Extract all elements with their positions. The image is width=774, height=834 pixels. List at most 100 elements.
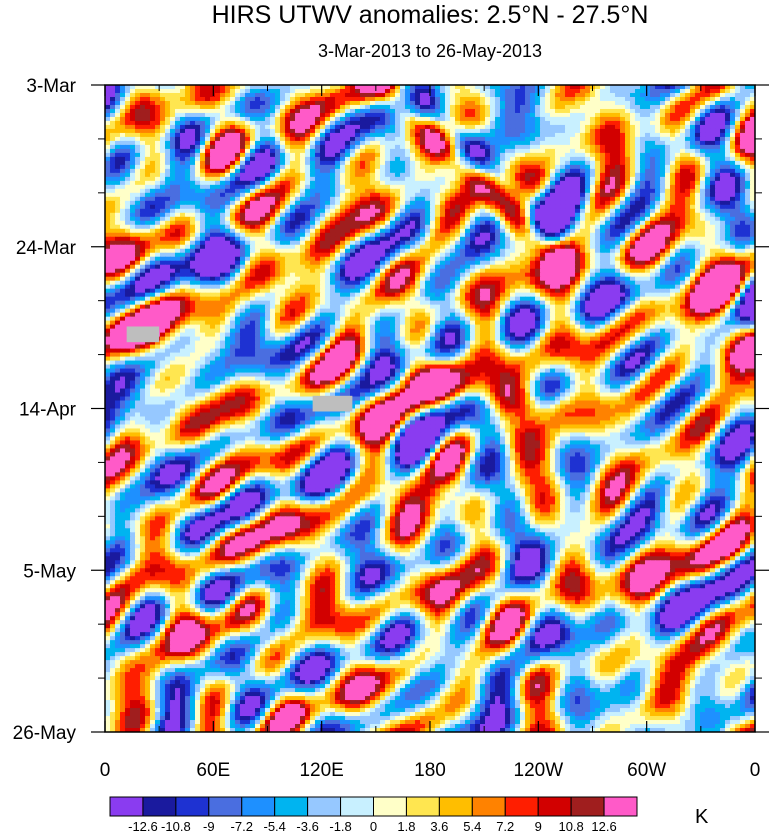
field-cell [620, 185, 626, 190]
field-cell [350, 153, 356, 158]
field-cell [340, 201, 346, 206]
field-cell [470, 233, 476, 238]
field-cell [270, 169, 276, 174]
field-cell [360, 185, 366, 190]
field-cell [270, 89, 276, 94]
field-cell [500, 225, 506, 230]
field-cell [470, 177, 476, 182]
field-cell [565, 157, 571, 162]
field-cell [555, 213, 561, 218]
field-cell [530, 189, 536, 194]
field-cell [500, 145, 506, 150]
field-cell [420, 89, 426, 94]
field-cell [355, 169, 361, 174]
field-cell [720, 153, 726, 158]
field-cell [495, 141, 501, 146]
field-cell [215, 193, 221, 198]
field-cell [355, 205, 361, 210]
field-cell [385, 117, 391, 122]
field-cell [410, 105, 416, 110]
field-cell [555, 117, 561, 122]
field-cell [295, 217, 301, 222]
field-cell [745, 213, 751, 218]
field-cell [410, 129, 416, 134]
field-cell [550, 181, 556, 186]
field-cell [380, 221, 386, 226]
field-cell [205, 129, 211, 134]
field-cell [110, 125, 116, 130]
field-cell [580, 109, 586, 114]
field-cell [600, 121, 606, 126]
field-cell [600, 113, 606, 118]
field-cell [115, 93, 121, 98]
field-cell [650, 189, 656, 194]
field-cell [325, 133, 331, 138]
field-cell [580, 113, 586, 118]
field-cell [400, 141, 406, 146]
field-cell [710, 205, 716, 210]
field-cell [290, 229, 296, 234]
field-cell [320, 209, 326, 214]
field-cell [730, 201, 736, 206]
field-cell [195, 129, 201, 134]
field-cell [605, 97, 611, 102]
field-cell [615, 93, 621, 98]
field-cell [550, 209, 556, 214]
field-cell [180, 137, 186, 142]
field-cell [710, 189, 716, 194]
field-cell [515, 133, 521, 138]
field-cell [425, 133, 431, 138]
field-cell [465, 109, 471, 114]
field-cell [295, 181, 301, 186]
field-cell [695, 233, 701, 238]
field-cell [665, 97, 671, 102]
field-cell [580, 93, 586, 98]
field-cell [545, 197, 551, 202]
field-cell [255, 197, 261, 202]
field-cell [385, 201, 391, 206]
field-cell [450, 161, 456, 166]
field-cell [115, 209, 121, 214]
field-cell [350, 229, 356, 234]
field-cell [705, 229, 711, 234]
field-cell [115, 173, 121, 178]
field-cell [435, 169, 441, 174]
field-cell [130, 181, 136, 186]
field-cell [735, 209, 741, 214]
field-cell [285, 137, 291, 142]
field-cell [685, 153, 691, 158]
field-cell [710, 229, 716, 234]
field-cell [675, 97, 681, 102]
field-cell [240, 165, 246, 170]
field-cell [585, 93, 591, 98]
field-cell [270, 201, 276, 206]
field-cell [615, 141, 621, 146]
field-cell [580, 225, 586, 230]
field-cell [195, 109, 201, 114]
field-cell [335, 221, 341, 226]
field-cell [105, 177, 111, 182]
field-cell [720, 161, 726, 166]
field-cell [115, 197, 121, 202]
field-cell [665, 153, 671, 158]
field-cell [565, 185, 571, 190]
field-cell [515, 125, 521, 130]
field-cell [210, 153, 216, 158]
field-cell [545, 157, 551, 162]
field-cell [580, 185, 586, 190]
field-cell [310, 205, 316, 210]
field-cell [470, 161, 476, 166]
field-cell [410, 161, 416, 166]
field-cell [415, 129, 421, 134]
field-cell [280, 229, 286, 234]
field-cell [550, 129, 556, 134]
field-cell [535, 129, 541, 134]
field-cell [165, 177, 171, 182]
field-cell [340, 117, 346, 122]
field-cell [610, 165, 616, 170]
field-cell [450, 137, 456, 142]
field-cell [695, 129, 701, 134]
field-cell [175, 121, 181, 126]
field-cell [700, 153, 706, 158]
field-cell [360, 177, 366, 182]
